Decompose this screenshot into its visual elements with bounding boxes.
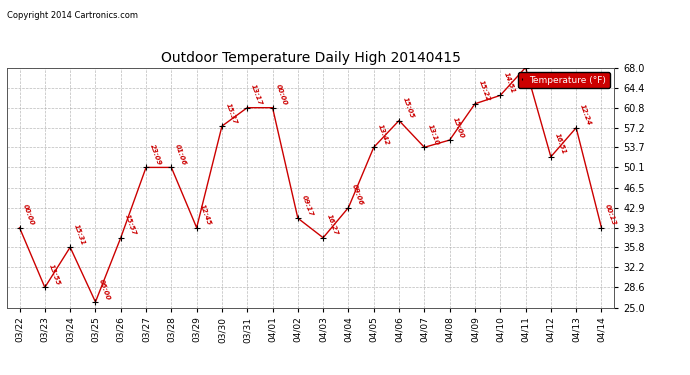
Text: 15:22: 15:22 bbox=[477, 80, 491, 103]
Point bbox=[141, 164, 152, 170]
Text: 16:51: 16:51 bbox=[553, 133, 566, 156]
Text: 00:00: 00:00 bbox=[22, 204, 35, 226]
Text: 15:37: 15:37 bbox=[224, 102, 238, 125]
Point bbox=[469, 101, 480, 107]
Text: 14:51: 14:51 bbox=[503, 71, 516, 94]
Point bbox=[191, 225, 202, 231]
Point bbox=[571, 125, 582, 131]
Legend: Temperature (°F): Temperature (°F) bbox=[518, 72, 609, 88]
Point bbox=[217, 123, 228, 129]
Point bbox=[241, 105, 253, 111]
Text: Copyright 2014 Cartronics.com: Copyright 2014 Cartronics.com bbox=[7, 11, 138, 20]
Point bbox=[166, 164, 177, 170]
Point bbox=[368, 144, 380, 150]
Title: Outdoor Temperature Daily High 20140415: Outdoor Temperature Daily High 20140415 bbox=[161, 51, 460, 65]
Point bbox=[343, 205, 354, 211]
Point bbox=[293, 215, 304, 221]
Text: 15:00: 15:00 bbox=[452, 116, 466, 139]
Text: 00:13: 00:13 bbox=[604, 204, 618, 226]
Point bbox=[596, 225, 607, 231]
Text: 09:06: 09:06 bbox=[351, 183, 364, 207]
Text: 12:24: 12:24 bbox=[579, 104, 592, 127]
Text: 15:57: 15:57 bbox=[124, 214, 137, 237]
Point bbox=[419, 144, 430, 150]
Point bbox=[267, 105, 278, 111]
Text: 13:42: 13:42 bbox=[376, 123, 390, 146]
Point bbox=[39, 284, 50, 290]
Text: 13:17: 13:17 bbox=[250, 84, 263, 106]
Point bbox=[65, 244, 76, 250]
Text: 06:00: 06:00 bbox=[98, 278, 111, 301]
Text: 16:27: 16:27 bbox=[326, 214, 339, 237]
Text: 13:55: 13:55 bbox=[48, 263, 61, 286]
Point bbox=[317, 235, 328, 241]
Point bbox=[520, 64, 531, 70]
Text: 09:17: 09:17 bbox=[300, 194, 314, 217]
Point bbox=[14, 225, 25, 231]
Text: 15:31: 15:31 bbox=[72, 223, 86, 246]
Text: 13:10: 13:10 bbox=[427, 123, 440, 146]
Text: 00:00: 00:00 bbox=[275, 84, 288, 106]
Point bbox=[444, 137, 455, 143]
Point bbox=[115, 235, 126, 241]
Text: 01:06: 01:06 bbox=[174, 143, 187, 166]
Point bbox=[545, 154, 556, 160]
Point bbox=[393, 117, 404, 123]
Text: 15:05: 15:05 bbox=[402, 96, 415, 119]
Point bbox=[495, 92, 506, 98]
Text: 23:09: 23:09 bbox=[148, 143, 162, 166]
Point bbox=[90, 299, 101, 305]
Text: 12:45: 12:45 bbox=[199, 204, 213, 226]
